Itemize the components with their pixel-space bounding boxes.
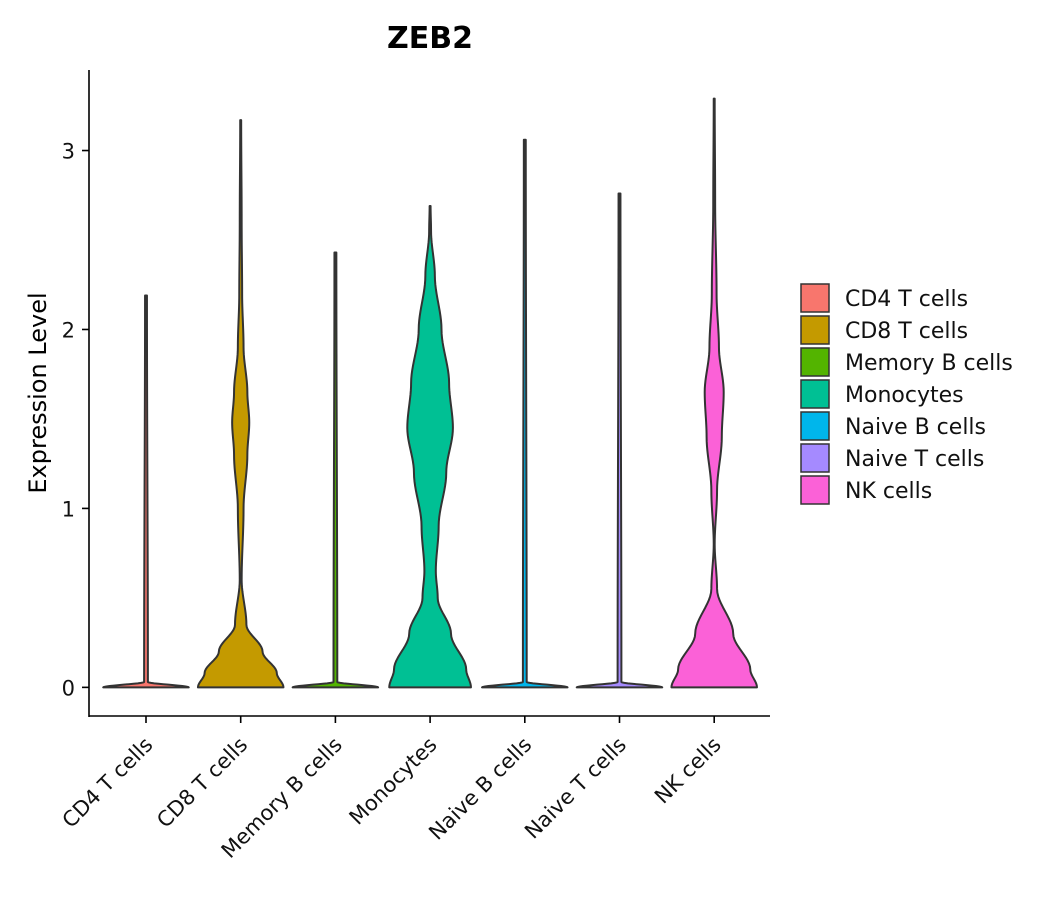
legend-label: CD8 T cells (845, 319, 968, 344)
x-tick-label: Monocytes (345, 733, 442, 830)
legend-label: Naive B cells (845, 415, 986, 440)
y-tick-label: 3 (62, 140, 75, 164)
legend-label: Monocytes (845, 383, 964, 408)
violin-naive-b-cells (481, 138, 569, 689)
y-ticks: 0 1 2 3 (62, 140, 89, 700)
legend-swatch (800, 443, 830, 473)
y-tick-label: 2 (62, 318, 75, 342)
legend-label: NK cells (845, 479, 932, 504)
y-tick-label: 1 (62, 497, 75, 521)
legend-label: CD4 T cells (845, 287, 968, 312)
violin-naive-t-cells (575, 192, 664, 689)
x-tick-label: CD8 T cells (152, 733, 252, 833)
legend-swatch (800, 379, 830, 409)
x-tick-label: NK cells (650, 733, 726, 809)
x-tick-label: Naive T cells (520, 733, 631, 844)
legend-swatch (800, 347, 830, 377)
legend-swatch (800, 283, 830, 313)
chart-title: ZEB2 (387, 21, 473, 56)
x-tick-label: CD4 T cells (58, 733, 158, 833)
violin-cd4-t-cells (102, 294, 190, 689)
violin-cd8-t-cells (196, 119, 285, 689)
y-axis-title: Expression Level (24, 292, 52, 493)
y-tick-label: 0 (62, 676, 75, 700)
legend-label: Naive T cells (845, 447, 984, 472)
legend: CD4 T cells CD8 T cells Memory B cells Mono… (800, 283, 1013, 505)
violin-memory-b-cells (291, 251, 380, 689)
legend-swatch (800, 411, 830, 441)
legend-swatch (800, 315, 830, 345)
violin-nk-cells (670, 97, 758, 689)
violin-monocytes (388, 205, 472, 689)
legend-label: Memory B cells (845, 351, 1013, 376)
legend-swatch (800, 475, 830, 505)
violin-group (102, 97, 758, 689)
